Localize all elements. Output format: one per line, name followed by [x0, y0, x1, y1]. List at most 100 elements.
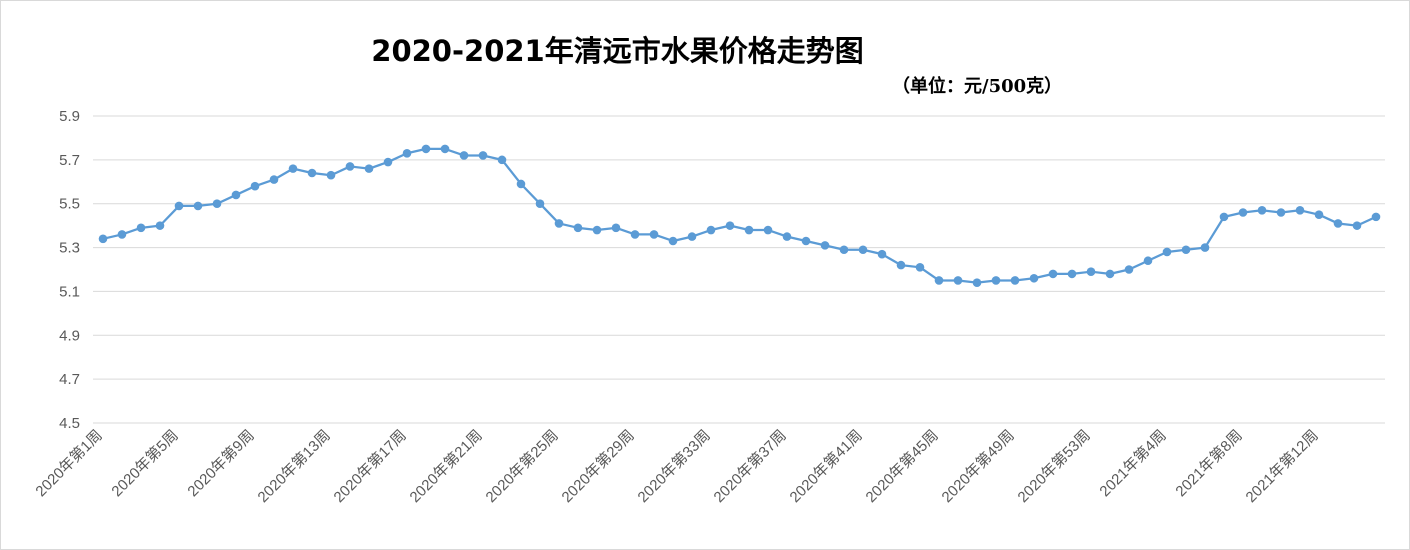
- data-point: [1029, 273, 1039, 283]
- data-point: [307, 168, 317, 178]
- x-tick-label: 2020年第53周: [1014, 426, 1094, 506]
- x-tick-label: 2020年第5周: [108, 426, 182, 500]
- data-point: [1010, 276, 1020, 285]
- y-tick-label: 5.1: [59, 283, 80, 300]
- data-point: [763, 225, 773, 235]
- data-point: [136, 223, 146, 233]
- y-tick-label: 5.3: [59, 240, 80, 257]
- data-point: [1124, 265, 1134, 274]
- y-tick-label: 4.9: [59, 327, 80, 344]
- data-point: [649, 230, 659, 239]
- y-tick-label: 4.7: [59, 371, 80, 388]
- data-point: [858, 245, 868, 255]
- data-point: [744, 225, 754, 235]
- x-tick-label: 2020年第45周: [862, 426, 942, 506]
- series-group: [98, 144, 1381, 287]
- data-point: [1048, 269, 1058, 279]
- data-point: [1276, 208, 1286, 217]
- data-point: [1086, 267, 1096, 276]
- x-tick-label: 2020年第33周: [634, 426, 714, 506]
- data-point: [953, 276, 963, 285]
- data-point: [687, 232, 697, 241]
- data-point: [1257, 205, 1267, 215]
- data-point: [782, 232, 792, 241]
- data-point: [1352, 221, 1362, 230]
- data-point: [1143, 256, 1153, 266]
- data-point: [478, 151, 488, 160]
- data-point: [1105, 269, 1115, 279]
- data-point: [535, 199, 545, 209]
- data-point: [972, 278, 982, 287]
- data-point: [174, 201, 184, 211]
- data-point: [459, 151, 469, 160]
- data-point: [231, 190, 241, 200]
- data-point: [592, 225, 602, 235]
- data-point: [155, 221, 165, 230]
- data-point: [820, 241, 830, 250]
- x-tick-label: 2021年第12周: [1242, 426, 1322, 506]
- data-point: [269, 175, 279, 184]
- data-point: [801, 236, 811, 246]
- data-point: [1181, 245, 1191, 255]
- x-tick-label: 2020年第25周: [482, 426, 562, 506]
- data-point: [440, 144, 450, 154]
- x-tick-label: 2020年第37周: [710, 426, 790, 506]
- x-tick-label: 2020年第1周: [32, 426, 106, 500]
- data-point: [98, 234, 108, 244]
- x-tick-label: 2020年第41周: [786, 426, 866, 506]
- data-point: [345, 162, 355, 171]
- data-point: [573, 223, 583, 233]
- x-tick-label: 2020年第9周: [184, 426, 258, 500]
- chart-unit-subtitle: （单位：元/500克）: [892, 76, 1063, 97]
- y-axis-ticks: 5.9 5.7 5.5 5.3 5.1 4.9 4.7 4.5: [59, 108, 80, 432]
- data-point: [250, 181, 260, 191]
- x-tick-label: 2020年第17周: [330, 426, 410, 506]
- data-point: [421, 144, 431, 154]
- x-tick-label: 2020年第49周: [938, 426, 1018, 506]
- data-point: [1371, 212, 1381, 222]
- data-point: [725, 221, 735, 230]
- y-tick-label: 4.5: [59, 415, 80, 432]
- data-point: [193, 201, 203, 211]
- y-tick-label: 5.7: [59, 152, 80, 169]
- data-point: [668, 236, 678, 246]
- data-point: [896, 260, 906, 270]
- x-tick-label: 2020年第29周: [558, 426, 638, 506]
- data-point: [706, 225, 716, 235]
- x-tick-label: 2021年第4周: [1096, 426, 1170, 500]
- data-point: [839, 245, 849, 255]
- data-point: [117, 230, 127, 239]
- data-point: [1067, 269, 1077, 279]
- data-point: [288, 164, 298, 173]
- chart-title: 2020-2021年清远市水果价格走势图: [371, 34, 864, 68]
- x-tick-label: 2020年第13周: [254, 426, 334, 506]
- y-tick-label: 5.9: [59, 108, 80, 125]
- data-point: [915, 263, 925, 272]
- data-point: [630, 230, 640, 239]
- gridlines: [93, 115, 1385, 424]
- data-point: [1295, 205, 1305, 215]
- data-point: [383, 157, 393, 167]
- data-point: [1238, 208, 1248, 217]
- data-point: [877, 249, 887, 259]
- data-point: [991, 276, 1001, 285]
- data-point: [326, 170, 336, 180]
- data-point: [611, 223, 621, 233]
- data-point: [934, 276, 944, 285]
- data-point: [1200, 243, 1210, 252]
- data-point: [497, 155, 507, 165]
- data-point: [1314, 210, 1324, 219]
- data-point: [1333, 219, 1343, 228]
- x-axis-ticks: 2020年第1周 2020年第5周 2020年第9周2020年第13周2020年第1…: [32, 426, 1322, 506]
- data-point: [554, 219, 564, 228]
- data-point: [364, 164, 374, 173]
- data-point: [1219, 212, 1229, 222]
- data-point: [516, 179, 526, 189]
- y-tick-label: 5.5: [59, 196, 80, 213]
- x-tick-label: 2020年第21周: [406, 426, 486, 506]
- data-point: [1162, 247, 1172, 257]
- data-point: [402, 148, 412, 158]
- data-point: [212, 199, 222, 209]
